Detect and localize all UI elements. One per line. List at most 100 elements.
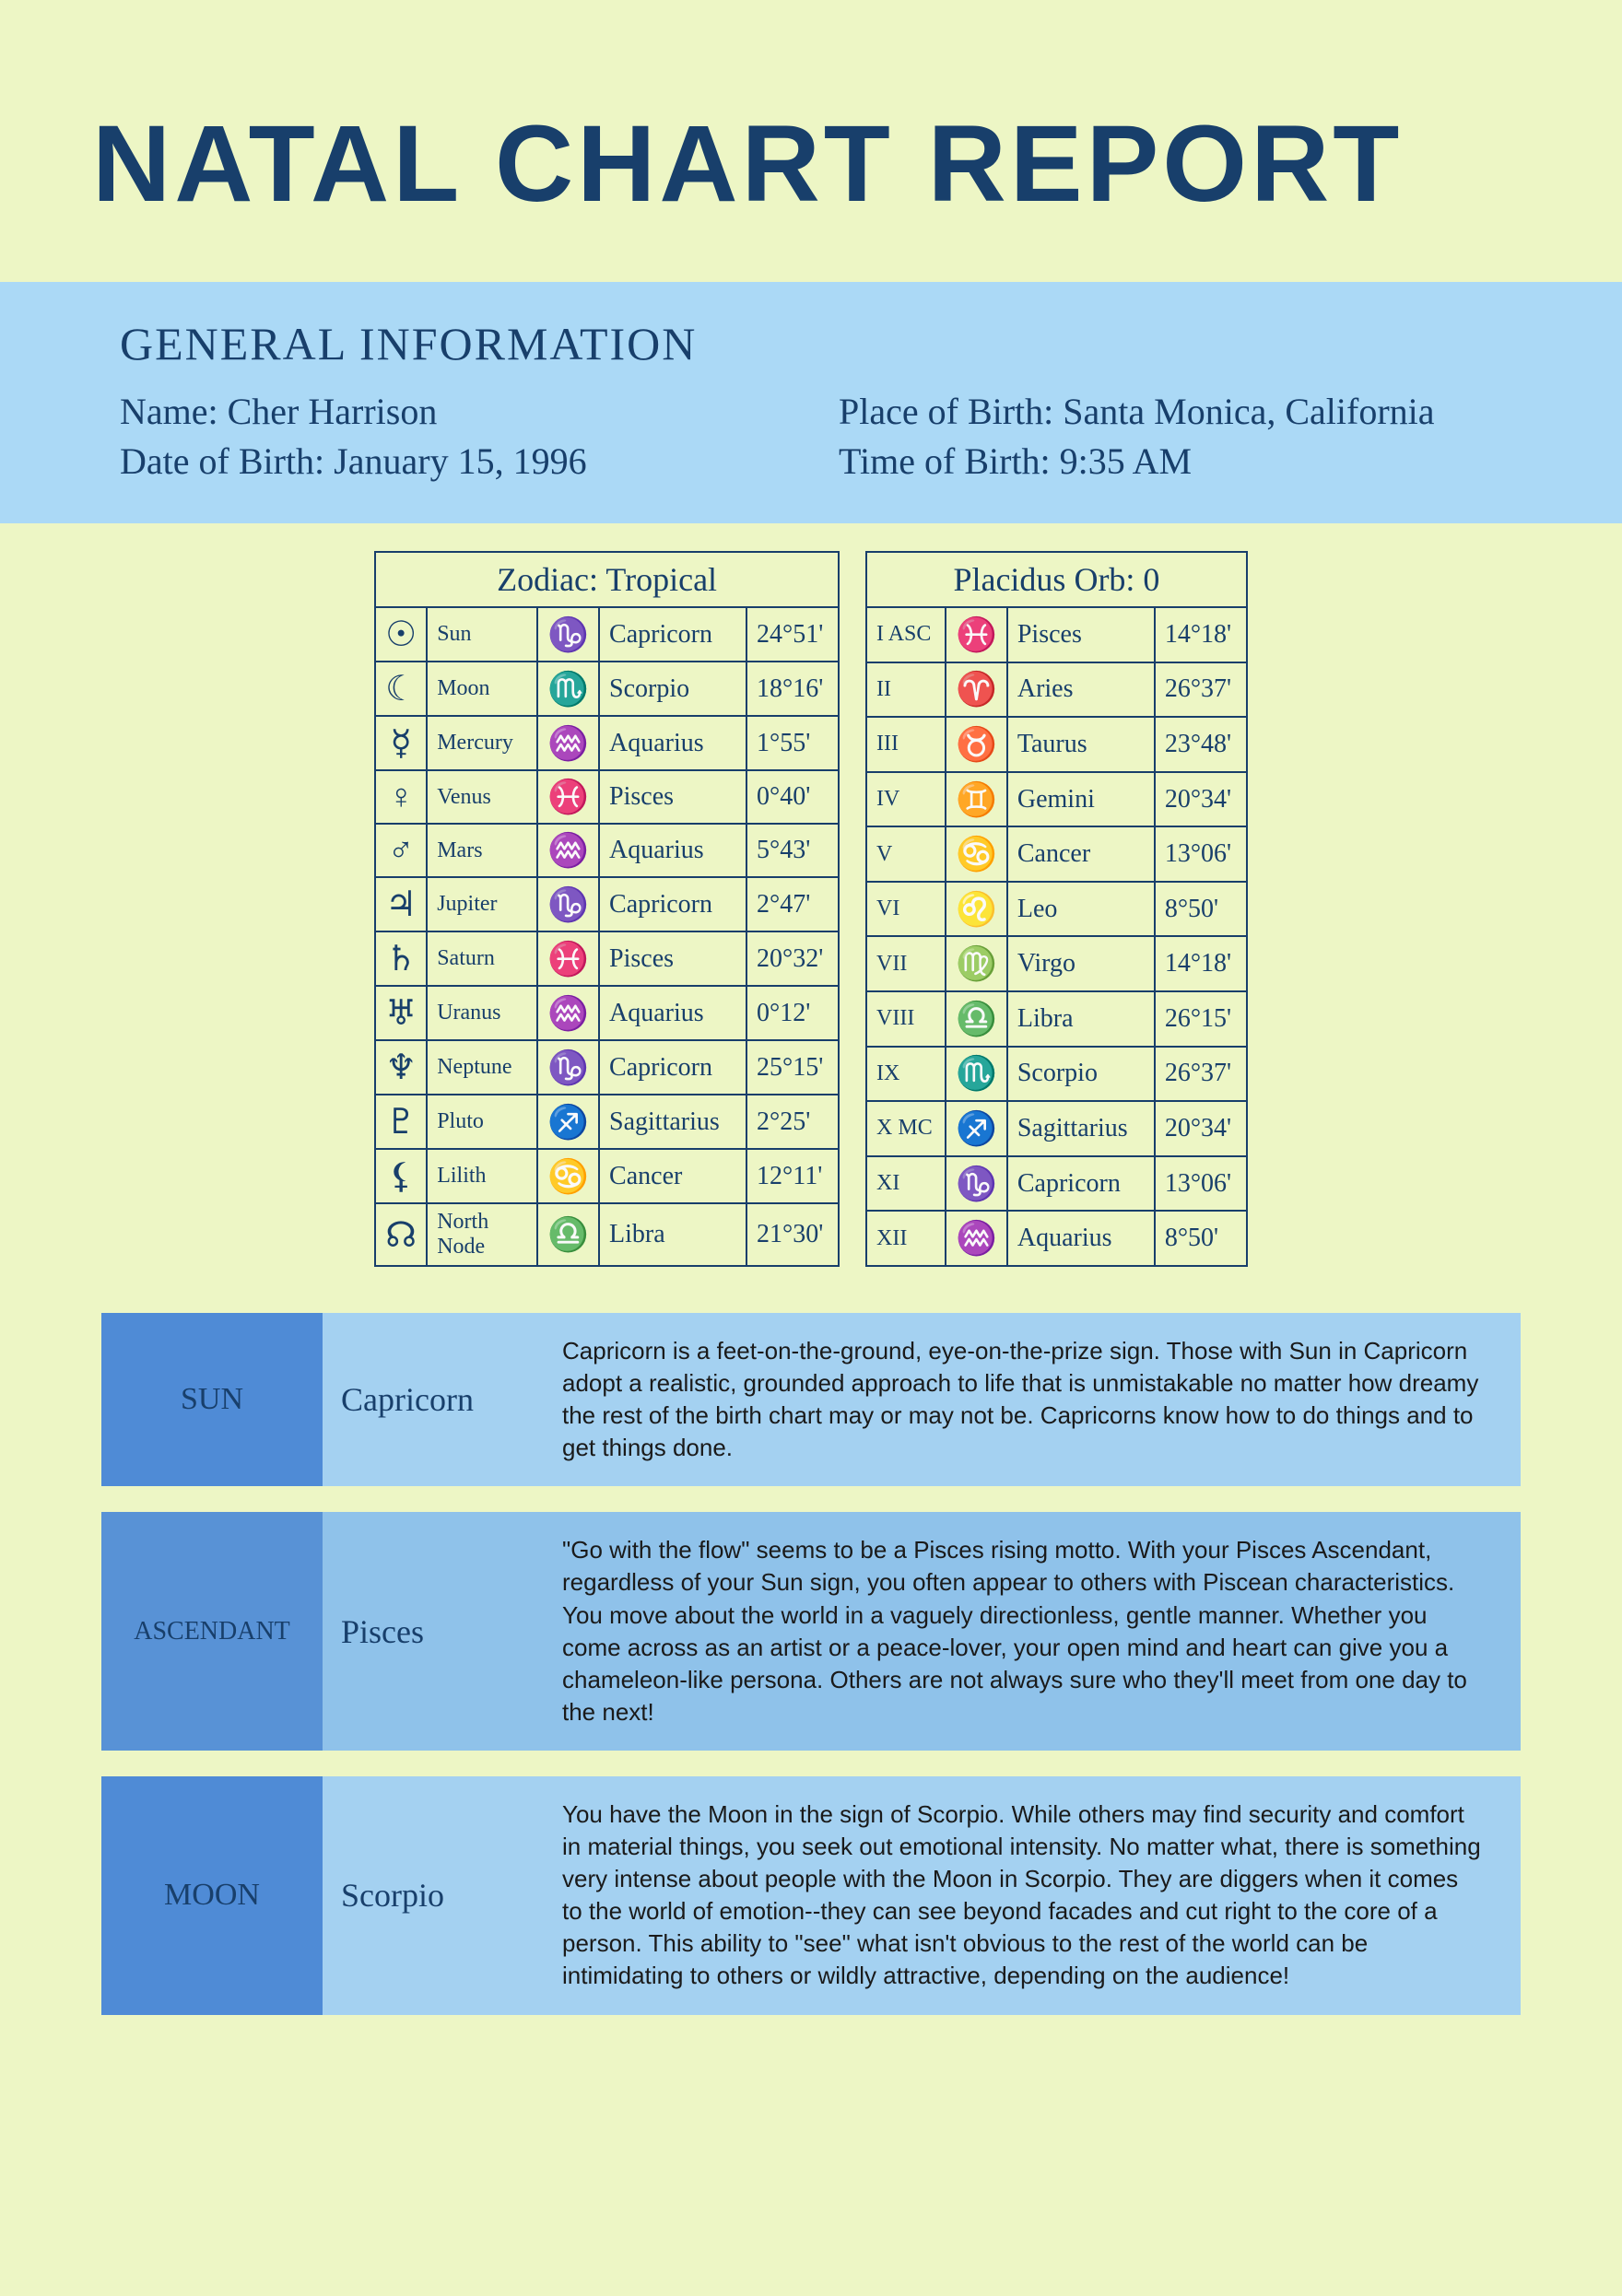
house-number: II [866, 662, 946, 718]
sign-name: Pisces [1007, 607, 1155, 662]
degree: 26°37' [1155, 1047, 1247, 1102]
degree: 8°50' [1155, 1211, 1247, 1266]
table-row: III♉Taurus23°48' [866, 717, 1247, 772]
planet-glyph: ♂ [375, 824, 427, 877]
sign-name: Gemini [1007, 772, 1155, 827]
dob-value: January 15, 1996 [334, 440, 586, 482]
interpretation-text: You have the Moon in the sign of Scorpio… [544, 1776, 1521, 2015]
planets-table-header: Zodiac: Tropical [375, 552, 839, 607]
sign-glyph: ♋ [946, 826, 1007, 882]
sign-name: Libra [1007, 991, 1155, 1047]
tob-label: Time of Birth: [839, 440, 1051, 482]
sign-glyph: ♒ [946, 1211, 1007, 1266]
name-value: Cher Harrison [228, 391, 438, 432]
sign-name: Sagittarius [599, 1095, 746, 1149]
sign-name: Capricorn [599, 877, 746, 931]
sign-glyph: ♐ [537, 1095, 599, 1149]
sign-name: Scorpio [1007, 1047, 1155, 1102]
degree: 1°55' [746, 716, 839, 770]
interpretation-label: ASCENDANT [101, 1512, 323, 1751]
degree: 2°25' [746, 1095, 839, 1149]
name-label: Name: [120, 391, 218, 432]
house-number: XI [866, 1156, 946, 1212]
table-row: X MC♐Sagittarius20°34' [866, 1101, 1247, 1156]
degree: 25°15' [746, 1040, 839, 1095]
table-row: ☾Moon♏Scorpio18°16' [375, 662, 839, 716]
table-row: I ASC♓Pisces14°18' [866, 607, 1247, 662]
info-col-left: Name: Cher Harrison Date of Birth: Janua… [120, 387, 783, 486]
planet-glyph: ♀ [375, 770, 427, 824]
table-row: XI♑Capricorn13°06' [866, 1156, 1247, 1212]
sign-glyph: ♋ [537, 1149, 599, 1203]
info-col-right: Place of Birth: Santa Monica, California… [839, 387, 1502, 486]
table-row: II♈Aries26°37' [866, 662, 1247, 718]
sign-glyph: ♐ [946, 1101, 1007, 1156]
sign-name: Libra [599, 1203, 746, 1266]
table-row: VI♌Leo8°50' [866, 882, 1247, 937]
degree: 26°37' [1155, 662, 1247, 718]
house-number: VII [866, 936, 946, 991]
planet-glyph: ☉ [375, 607, 427, 662]
degree: 21°30' [746, 1203, 839, 1266]
planets-table: Zodiac: Tropical ☉Sun♑Capricorn24°51'☾Mo… [374, 551, 840, 1267]
interpretation-row: ASCENDANTPisces"Go with the flow" seems … [101, 1512, 1521, 1751]
sign-glyph: ♓ [537, 770, 599, 824]
planet-glyph: ♄ [375, 931, 427, 986]
degree: 14°18' [1155, 607, 1247, 662]
interpretation-text: Capricorn is a feet-on-the-ground, eye-o… [544, 1313, 1521, 1486]
sign-name: Leo [1007, 882, 1155, 937]
interpretation-row: SUNCapricornCapricorn is a feet-on-the-g… [101, 1313, 1521, 1486]
planet-name: Pluto [427, 1095, 537, 1149]
table-row: V♋Cancer13°06' [866, 826, 1247, 882]
sign-glyph: ♉ [946, 717, 1007, 772]
info-tob-row: Time of Birth: 9:35 AM [839, 437, 1502, 486]
degree: 12°11' [746, 1149, 839, 1203]
degree: 13°06' [1155, 826, 1247, 882]
tob-value: 9:35 AM [1060, 440, 1192, 482]
degree: 2°47' [746, 877, 839, 931]
table-row: ♄Saturn♓Pisces20°32' [375, 931, 839, 986]
degree: 20°34' [1155, 772, 1247, 827]
sign-name: Taurus [1007, 717, 1155, 772]
degree: 14°18' [1155, 936, 1247, 991]
table-row: ☊North Node♎Libra21°30' [375, 1203, 839, 1266]
degree: 0°40' [746, 770, 839, 824]
table-row: ♂Mars♒Aquarius5°43' [375, 824, 839, 877]
table-row: IV♊Gemini20°34' [866, 772, 1247, 827]
page-title: NATAL CHART REPORT [0, 0, 1622, 282]
table-row: ⚸Lilith♋Cancer12°11' [375, 1149, 839, 1203]
planet-name: Sun [427, 607, 537, 662]
sign-name: Pisces [599, 770, 746, 824]
planet-name: Lilith [427, 1149, 537, 1203]
planet-name: Moon [427, 662, 537, 716]
planet-glyph: ♅ [375, 986, 427, 1040]
planet-glyph: ☿ [375, 716, 427, 770]
table-row: XII♒Aquarius8°50' [866, 1211, 1247, 1266]
planet-name: Neptune [427, 1040, 537, 1095]
pob-label: Place of Birth: [839, 391, 1053, 432]
house-number: III [866, 717, 946, 772]
table-row: ☿Mercury♒Aquarius1°55' [375, 716, 839, 770]
table-row: VIII♎Libra26°15' [866, 991, 1247, 1047]
degree: 5°43' [746, 824, 839, 877]
table-row: ♅Uranus♒Aquarius0°12' [375, 986, 839, 1040]
info-grid: Name: Cher Harrison Date of Birth: Janua… [120, 387, 1502, 486]
planet-name: Uranus [427, 986, 537, 1040]
sign-name: Capricorn [1007, 1156, 1155, 1212]
planet-name: North Node [427, 1203, 537, 1266]
sign-name: Aries [1007, 662, 1155, 718]
planet-name: Saturn [427, 931, 537, 986]
degree: 20°32' [746, 931, 839, 986]
planet-glyph: ☾ [375, 662, 427, 716]
pob-value: Santa Monica, California [1063, 391, 1434, 432]
sign-name: Aquarius [599, 824, 746, 877]
interpretation-sign: Pisces [323, 1512, 544, 1751]
interpretation-label: SUN [101, 1313, 323, 1486]
table-row: ♃Jupiter♑Capricorn2°47' [375, 877, 839, 931]
sign-name: Capricorn [599, 1040, 746, 1095]
zodiac-tables: Zodiac: Tropical ☉Sun♑Capricorn24°51'☾Mo… [0, 523, 1622, 1313]
planet-glyph: ⚸ [375, 1149, 427, 1203]
house-number: IX [866, 1047, 946, 1102]
planet-name: Mercury [427, 716, 537, 770]
planet-glyph: ☊ [375, 1203, 427, 1266]
